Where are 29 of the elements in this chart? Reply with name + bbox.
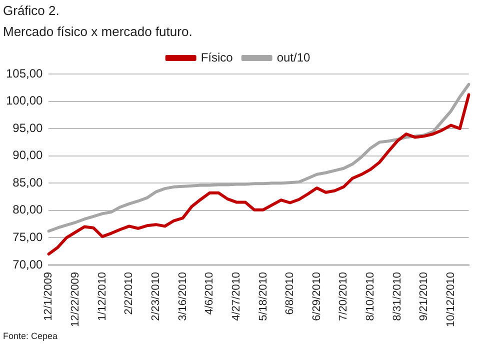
y-tick-label: 90,00 — [12, 148, 44, 162]
y-tick-label: 75,00 — [12, 230, 44, 244]
x-tick-label: 12/22/2009 — [70, 272, 82, 328]
x-tick-label: 5/18/2010 — [257, 272, 270, 321]
x-tick-label: 4/27/2010 — [230, 272, 242, 321]
chart-title: Gráfico 2. — [3, 3, 60, 18]
x-tick-label: 4/6/2010 — [204, 272, 216, 315]
legend-label: Físico — [200, 50, 234, 64]
y-tick-label: 85,00 — [12, 175, 44, 190]
x-tick-label: 3/16/2010 — [176, 272, 189, 321]
y-tick-label: 95,00 — [12, 120, 44, 135]
x-tick-label: 6/8/2010 — [284, 272, 296, 315]
x-tick-label: 8/31/2010 — [391, 272, 404, 321]
x-tick-label: 10/12/2010 — [444, 272, 457, 328]
source-note: Fonte: Cepea — [3, 331, 58, 341]
x-tick-label: 6/29/2010 — [310, 272, 323, 321]
x-tick-label: 9/21/2010 — [418, 272, 430, 321]
legend-label: out/10 — [276, 50, 311, 64]
x-tick-label: 7/20/2010 — [338, 272, 350, 321]
chart-subtitle: Mercado físico x mercado futuro. — [3, 24, 192, 39]
y-tick-label: 80,00 — [12, 202, 44, 217]
y-tick-label: 105,00 — [6, 66, 44, 80]
x-tick-label: 2/2/2010 — [123, 272, 136, 315]
y-tick-label: 70,00 — [12, 257, 44, 272]
x-tick-label: 12/1/2009 — [42, 272, 55, 321]
x-tick-label: 8/10/2010 — [364, 272, 377, 321]
y-tick-label: 100,00 — [6, 94, 44, 108]
x-tick-label: 2/23/2010 — [150, 272, 162, 321]
x-tick-label: 1/12/2010 — [96, 272, 108, 321]
